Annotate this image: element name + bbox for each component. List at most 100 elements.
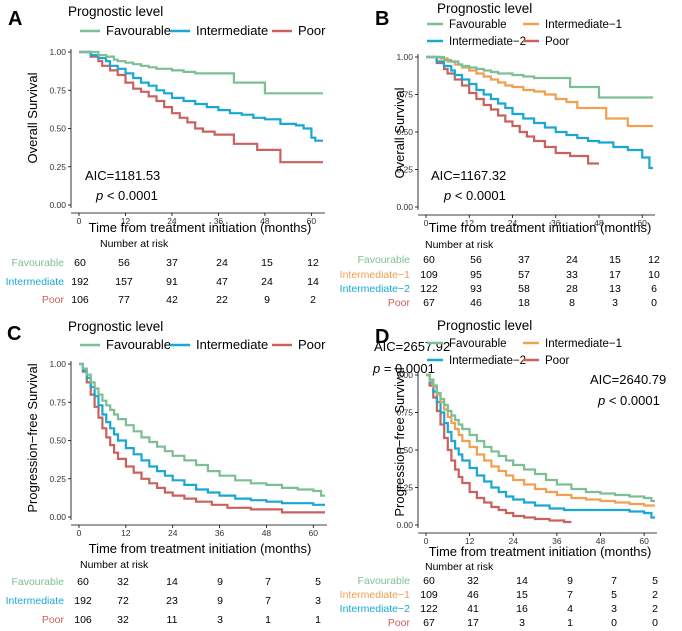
risk-count: 67 <box>423 617 435 629</box>
risk-count: 15 <box>516 589 528 601</box>
risk-count: 24 <box>216 257 228 269</box>
legend-title: Prognostic level <box>68 319 163 334</box>
risk-count: 10 <box>648 269 660 281</box>
survival-curve-poor <box>426 55 599 165</box>
risk-count: 22 <box>216 294 228 306</box>
legend-item-label: Favourable <box>106 23 171 38</box>
aic-annotation: AIC=2640.79 <box>590 372 666 387</box>
risk-row-label: Intermediate−1 <box>340 589 410 601</box>
risk-count: 11 <box>167 614 178 626</box>
y-tick-label: 1.00 <box>396 370 413 380</box>
y-tick-label: 0.00 <box>49 200 66 210</box>
x-axis-label: Time from treatment initiation (months) <box>89 220 312 235</box>
y-tick-label: 0.00 <box>396 520 413 530</box>
risk-count: 109 <box>420 269 438 281</box>
risk-count: 32 <box>117 614 129 626</box>
p-value: = 0.0001 <box>380 361 435 376</box>
survival-curve-poor <box>79 362 325 514</box>
x-tick-label: 48 <box>596 536 606 546</box>
risk-count: 33 <box>566 269 578 281</box>
x-tick-label: 24 <box>509 536 519 546</box>
x-tick-label: 36 <box>552 536 562 546</box>
x-tick-label: 60 <box>639 536 649 546</box>
p-symbol: p <box>372 361 380 376</box>
x-tick-label: 0 <box>424 536 429 546</box>
risk-count: 9 <box>217 595 223 607</box>
survival-curve-intermediate1 <box>426 55 653 128</box>
x-tick-label: 12 <box>465 536 475 546</box>
risk-row-label: Intermediate <box>6 595 65 607</box>
p-value: < 0.0001 <box>451 188 506 203</box>
legend-item-label: Poor <box>545 355 569 367</box>
x-tick-label: 36 <box>214 216 224 226</box>
y-axis-label: Overall Survival <box>392 87 407 178</box>
y-axis-label: Progression−free Survival <box>25 363 40 512</box>
y-tick-label: 0.25 <box>396 483 413 493</box>
risk-count: 16 <box>516 603 528 615</box>
risk-count: 5 <box>652 575 658 587</box>
x-tick-label: 60 <box>309 528 319 538</box>
risk-count: 9 <box>264 294 270 306</box>
legend-item-label: Intermediate <box>196 337 268 352</box>
y-tick-label: 0.75 <box>396 408 413 418</box>
risk-count: 9 <box>567 575 573 587</box>
risk-count: 0 <box>611 617 617 629</box>
risk-count: 77 <box>118 294 130 306</box>
risk-count: 7 <box>567 589 573 601</box>
p-value-annotation: p < 0.0001 <box>443 188 506 203</box>
risk-count: 41 <box>467 603 479 615</box>
y-tick-label: 0.00 <box>396 202 413 212</box>
risk-row-label: Intermediate−2 <box>340 603 410 615</box>
p-symbol: p <box>443 188 451 203</box>
risk-count: 56 <box>118 257 130 269</box>
legend-item-label: Favourable <box>106 337 171 352</box>
risk-count: 60 <box>423 575 435 587</box>
y-tick-label: 0.50 <box>396 445 413 455</box>
legend-item-label: Poor <box>298 23 326 38</box>
risk-count: 3 <box>217 614 223 626</box>
risk-row-label: Favourable <box>357 575 410 587</box>
risk-count: 23 <box>166 595 178 607</box>
risk-count: 67 <box>423 297 435 309</box>
risk-count: 17 <box>467 617 479 629</box>
risk-count: 5 <box>611 589 617 601</box>
risk-table-title: Number at risk <box>425 561 494 573</box>
survival-curve-favourable <box>426 373 655 503</box>
x-tick-label: 12 <box>121 528 131 538</box>
y-tick-label: 0.25 <box>49 162 66 172</box>
risk-count: 106 <box>74 614 92 626</box>
risk-count: 12 <box>648 254 660 266</box>
risk-count: 5 <box>315 576 321 588</box>
y-tick-label: 1.00 <box>49 47 66 57</box>
risk-row-label: Poor <box>388 297 411 309</box>
x-tick-label: 0 <box>77 216 82 226</box>
survival-curve-intermediate2 <box>426 55 653 170</box>
risk-row-label: Poor <box>388 617 411 629</box>
risk-table-title: Number at risk <box>100 238 169 250</box>
risk-count: 57 <box>518 269 530 281</box>
risk-count: 60 <box>423 254 435 266</box>
x-tick-label: 48 <box>594 218 604 228</box>
risk-count: 1 <box>265 614 271 626</box>
p-symbol: p <box>597 393 605 408</box>
legend-item-label: Intermediate <box>196 23 268 38</box>
legend-item-label: Intermediate−2 <box>449 355 526 367</box>
risk-count: 24 <box>566 254 578 266</box>
p-value-annotation: p < 0.0001 <box>597 393 660 408</box>
risk-count: 109 <box>420 589 438 601</box>
risk-count: 60 <box>74 257 86 269</box>
risk-count: 93 <box>470 283 482 295</box>
risk-row-label: Favourable <box>11 257 64 269</box>
x-axis-label: Time from treatment initiation (months) <box>429 544 652 559</box>
risk-count: 1 <box>315 614 321 626</box>
risk-count: 14 <box>166 576 178 588</box>
risk-count: 32 <box>467 575 479 587</box>
risk-count: 192 <box>71 276 89 288</box>
legend-item-label: Intermediate−2 <box>449 36 526 48</box>
survival-curve-favourable <box>79 362 325 497</box>
risk-row-label: Intermediate−2 <box>340 283 410 295</box>
y-tick-label: 1.00 <box>396 52 413 62</box>
risk-count: 9 <box>217 576 223 588</box>
p-symbol: p <box>95 188 103 203</box>
x-tick-label: 36 <box>215 528 225 538</box>
